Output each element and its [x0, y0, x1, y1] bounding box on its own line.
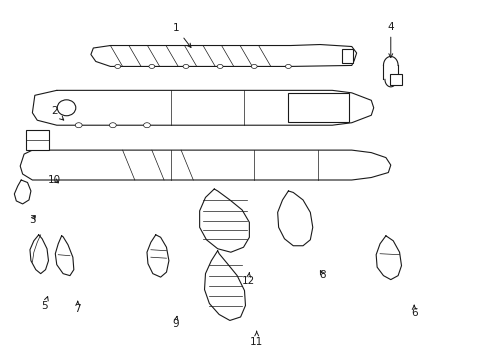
Text: 1: 1: [173, 23, 191, 48]
Ellipse shape: [251, 64, 257, 68]
Text: 6: 6: [410, 305, 417, 319]
Polygon shape: [32, 90, 373, 125]
Bar: [341, 49, 352, 63]
Bar: [389, 75, 401, 85]
Ellipse shape: [149, 64, 155, 68]
Polygon shape: [55, 236, 74, 276]
Polygon shape: [91, 45, 356, 67]
Ellipse shape: [217, 64, 223, 68]
Polygon shape: [375, 236, 401, 280]
Text: 10: 10: [48, 175, 61, 185]
Ellipse shape: [183, 64, 188, 68]
Text: 4: 4: [386, 22, 393, 58]
Polygon shape: [14, 180, 31, 204]
Ellipse shape: [75, 123, 82, 128]
Bar: [288, 93, 348, 122]
Text: 3: 3: [29, 215, 36, 225]
Ellipse shape: [143, 123, 150, 128]
Polygon shape: [277, 191, 312, 246]
Text: 5: 5: [41, 297, 48, 311]
Text: 7: 7: [74, 301, 81, 315]
Text: 8: 8: [319, 270, 325, 280]
Polygon shape: [147, 235, 168, 277]
Polygon shape: [20, 150, 390, 180]
Polygon shape: [199, 189, 249, 252]
Ellipse shape: [115, 64, 121, 68]
Text: 12: 12: [241, 273, 255, 285]
Text: 9: 9: [172, 316, 178, 329]
Text: 11: 11: [249, 331, 263, 347]
Ellipse shape: [109, 123, 116, 128]
Polygon shape: [204, 251, 245, 320]
Ellipse shape: [285, 64, 291, 68]
Polygon shape: [30, 235, 48, 274]
Text: 2: 2: [51, 106, 63, 120]
Ellipse shape: [57, 100, 76, 116]
Bar: [26, 130, 49, 150]
